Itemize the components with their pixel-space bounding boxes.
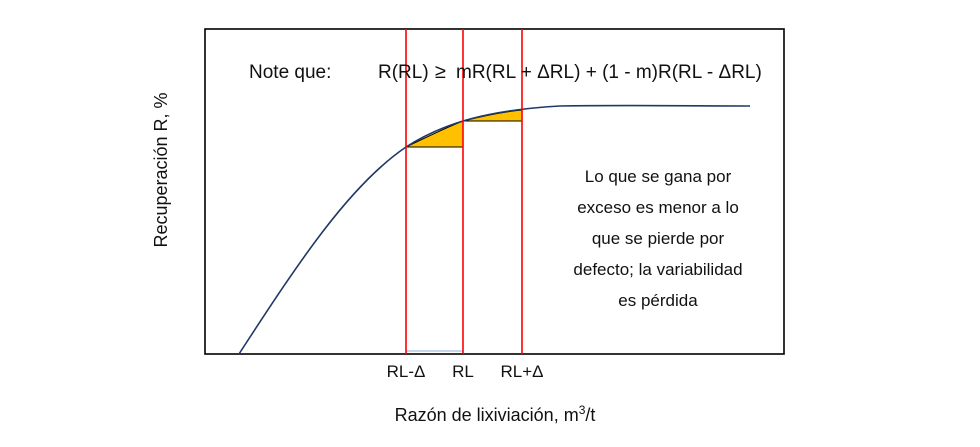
gain-triangle bbox=[462, 109, 523, 122]
x-axis-label-unit: /t bbox=[585, 405, 595, 425]
x-axis-label: Razón de lixiviación, m3/t bbox=[395, 403, 596, 425]
marker-label-rl-minus: RL-Δ bbox=[387, 362, 426, 381]
note-line-5: es pérdida bbox=[618, 291, 698, 310]
marker-label-rl: RL bbox=[452, 362, 474, 381]
marker-label-rl-plus: RL+Δ bbox=[500, 362, 543, 381]
recovery-curve bbox=[238, 104, 751, 355]
plot-frame bbox=[204, 28, 785, 355]
note-line-3: que se pierde por bbox=[592, 229, 725, 248]
formula-relation: ≥ bbox=[435, 61, 446, 83]
note-line-4: defecto; la variabilidad bbox=[573, 260, 742, 279]
note-line-2: exceso es menor a lo bbox=[577, 198, 739, 217]
formula-prefix: Note que: bbox=[249, 62, 331, 83]
formula-rhs: mR(RL + ΔRL) + (1 - m)R(RL - ΔRL) bbox=[456, 62, 762, 83]
x-axis-label-base: Razón de lixiviación, m bbox=[395, 405, 579, 425]
x-axis-label-sup: 3 bbox=[579, 403, 586, 417]
formula-lhs: R(RL) bbox=[378, 62, 429, 83]
y-axis-label: Recuperación R, % bbox=[151, 92, 171, 247]
note-line-1: Lo que se gana por bbox=[585, 167, 732, 186]
loss-triangle bbox=[405, 120, 464, 148]
